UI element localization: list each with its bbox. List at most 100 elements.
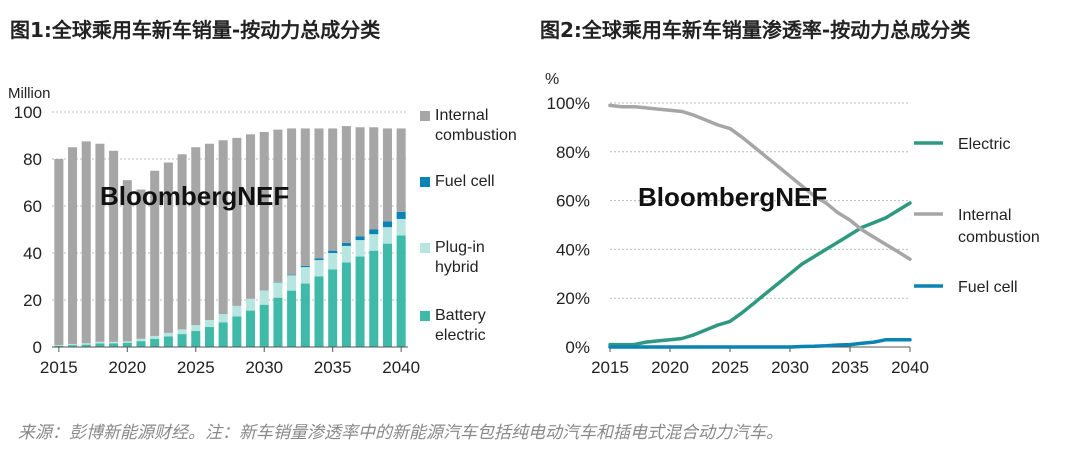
watermark: BloombergNEF xyxy=(638,182,827,212)
chart-title-right: 图2:全球乘用车新车销量渗透率-按动力总成分类 xyxy=(540,18,971,42)
x-tick-label: 2040 xyxy=(382,358,420,377)
y-tick-label: 0% xyxy=(565,338,590,357)
bar-segment xyxy=(218,140,228,315)
x-tick-label: 2030 xyxy=(245,358,283,377)
bar-segment xyxy=(122,180,132,342)
bar-segment xyxy=(109,341,119,344)
bar-segment xyxy=(177,329,187,335)
bar-segment xyxy=(369,229,379,235)
bar-segment xyxy=(81,141,91,344)
legend-label: combustion xyxy=(435,127,517,144)
legend-swatch xyxy=(420,177,430,187)
legend-swatch xyxy=(420,311,430,321)
bar-segment xyxy=(218,314,228,323)
x-tick-label: 2015 xyxy=(591,358,629,377)
y-tick-label: 60% xyxy=(556,192,590,211)
bar-segment xyxy=(382,243,392,347)
x-tick-label: 2025 xyxy=(711,358,749,377)
bar-segment xyxy=(300,265,310,268)
legend-label: Internal xyxy=(435,107,488,124)
y-axis-label: Million xyxy=(8,85,51,102)
bar-segment xyxy=(163,336,173,347)
bar-segment xyxy=(396,218,406,236)
bar-segment xyxy=(355,127,365,237)
bar-segment xyxy=(54,159,64,346)
bar-segment xyxy=(341,126,351,243)
bar-segment xyxy=(382,221,392,228)
bar-segment xyxy=(54,345,64,346)
bar-segment xyxy=(246,134,256,299)
bar-segment xyxy=(369,127,379,230)
bar-segment xyxy=(287,274,297,276)
series-line xyxy=(608,201,912,347)
legend-label: Fuel cell xyxy=(435,173,495,190)
bar-segment xyxy=(191,325,201,332)
bar-segment xyxy=(68,147,78,344)
bar-segment xyxy=(355,236,365,241)
bar-segment xyxy=(259,131,269,291)
bar-segment xyxy=(287,290,297,347)
bar-segment xyxy=(177,334,187,347)
legend-label: combustion xyxy=(958,229,1040,246)
bar-segment xyxy=(150,338,160,347)
bar-segment xyxy=(136,341,146,347)
bar-segment xyxy=(287,275,297,291)
line-chart: % 0% 20% 40% 60% 80% 100% 2015 2020 2025 2030 2035 2… xyxy=(545,71,1040,377)
watermark: BloombergNEF xyxy=(100,181,289,211)
bar-segment xyxy=(136,189,146,339)
bar-segment xyxy=(204,319,214,328)
y-tick-label: 60 xyxy=(23,197,42,216)
x-tick-label: 2020 xyxy=(651,358,689,377)
legend-label: hybrid xyxy=(435,259,479,276)
legend-label: Internal xyxy=(958,207,1011,224)
legend-label: Battery xyxy=(435,307,486,324)
bar-segment xyxy=(136,338,146,342)
bar-segment xyxy=(95,343,105,347)
bar-segment xyxy=(341,262,351,347)
x-tick-label: 2035 xyxy=(831,358,869,377)
bar-segment xyxy=(369,234,379,251)
bar-segment xyxy=(355,256,365,347)
x-tick-label: 2015 xyxy=(40,358,78,377)
bar-segment xyxy=(150,170,160,336)
bar-segment xyxy=(259,290,269,305)
bar-segment xyxy=(204,143,214,320)
bar-segment xyxy=(68,345,78,347)
bar-segment xyxy=(314,276,324,347)
y-tick-label: 100 xyxy=(14,103,42,122)
bar-segment xyxy=(163,332,173,337)
bar-segment xyxy=(95,341,105,344)
bar-segment xyxy=(314,260,324,277)
legend-label: electric xyxy=(435,327,486,344)
bar-segment xyxy=(246,310,256,347)
bar-segment xyxy=(81,343,91,345)
bar-segment xyxy=(204,327,214,347)
legend-swatch xyxy=(420,111,430,121)
bar-segment xyxy=(300,283,310,347)
bar-segment xyxy=(314,258,324,261)
bar-segment xyxy=(328,253,338,270)
x-tick-label: 2020 xyxy=(108,358,146,377)
bar-segment xyxy=(396,211,406,219)
bar-segment xyxy=(273,129,283,282)
y-axis-label: % xyxy=(545,71,559,88)
bar-segment xyxy=(191,147,201,326)
bar-segment xyxy=(54,345,64,347)
bar-segment xyxy=(95,143,105,342)
x-tick-label: 2025 xyxy=(177,358,215,377)
y-tick-label: 20% xyxy=(556,289,590,308)
bar-segment xyxy=(355,240,365,257)
bar-segment xyxy=(122,341,132,343)
x-tick-label: 2035 xyxy=(314,358,352,377)
bar-segment xyxy=(81,344,91,347)
legend-swatch xyxy=(420,243,430,253)
bar-segment xyxy=(341,245,351,263)
y-tick-label: 40% xyxy=(556,240,590,259)
bar-segment xyxy=(328,250,338,253)
bar-segment xyxy=(191,331,201,347)
bar-segment xyxy=(246,298,256,311)
y-tick-label: 100% xyxy=(547,94,590,113)
bar-segment xyxy=(396,235,406,347)
y-tick-label: 0 xyxy=(33,338,42,357)
